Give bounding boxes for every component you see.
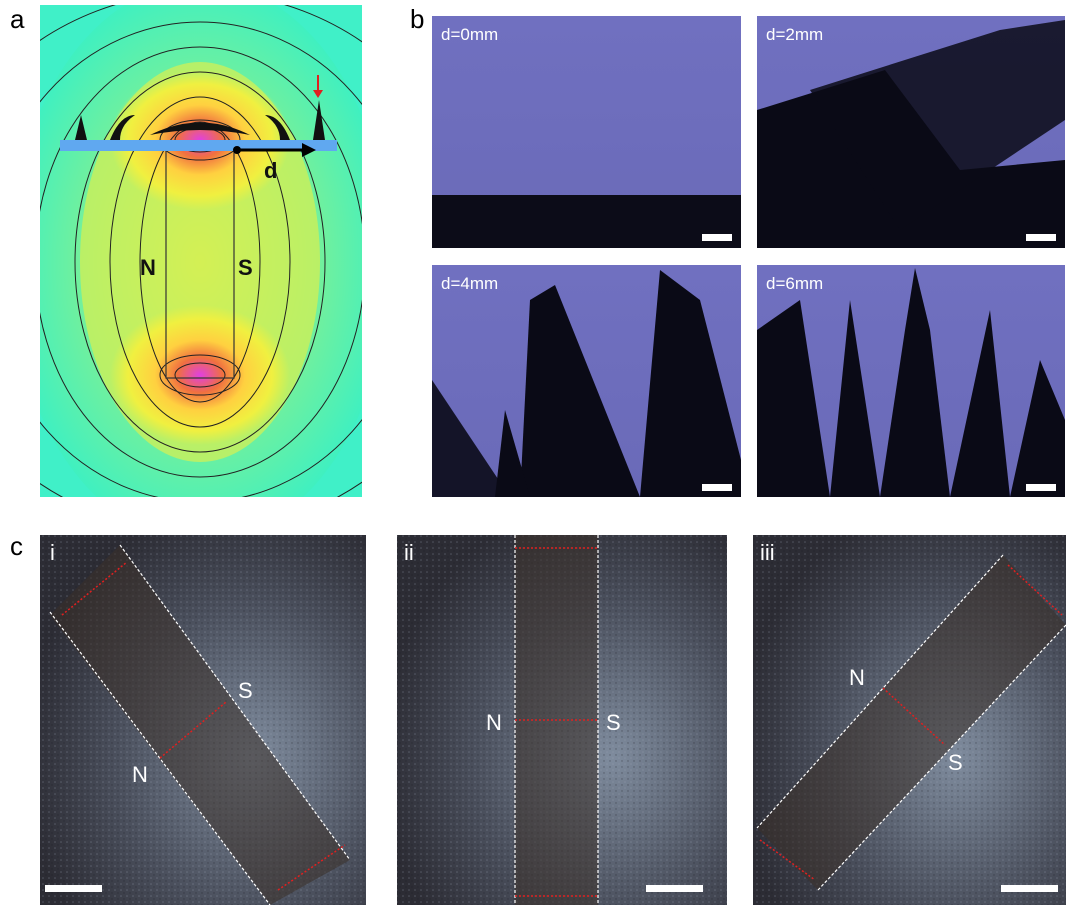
pole-label: N	[849, 665, 865, 690]
image-label: iii	[760, 540, 775, 565]
pole-label: S	[948, 750, 963, 775]
image-d6: d=6mm	[757, 265, 1065, 497]
panel-label: b	[410, 4, 424, 34]
image-d2: d=2mm	[757, 16, 1065, 248]
image-d0: d=0mm	[432, 16, 741, 248]
image-label: ii	[404, 540, 414, 565]
figure: a N S d b d=0mm d=2mm d=4mm d=6mm c i N …	[0, 0, 1072, 907]
pole-label: N	[140, 255, 156, 280]
panel-label: c	[10, 531, 23, 561]
photo-i: i N S	[40, 535, 366, 905]
image-d4: d=4mm	[432, 265, 741, 497]
photo-iii: iii N S	[753, 535, 1066, 905]
image-label: d=2mm	[766, 25, 823, 44]
image-label: i	[50, 540, 55, 565]
photo-ii: ii N S	[397, 535, 727, 905]
distance-label: d	[264, 158, 277, 183]
page: a N S d b d=0mm d=2mm d=4mm d=6mm c i N …	[0, 0, 1072, 907]
pole-label: S	[238, 255, 253, 280]
image-label: d=6mm	[766, 274, 823, 293]
pole-label: S	[606, 710, 621, 735]
pole-label: N	[486, 710, 502, 735]
pole-label: S	[238, 678, 253, 703]
pole-label: N	[132, 762, 148, 787]
image-label: d=4mm	[441, 274, 498, 293]
image-label: d=0mm	[441, 25, 498, 44]
panel-label: a	[10, 4, 25, 34]
